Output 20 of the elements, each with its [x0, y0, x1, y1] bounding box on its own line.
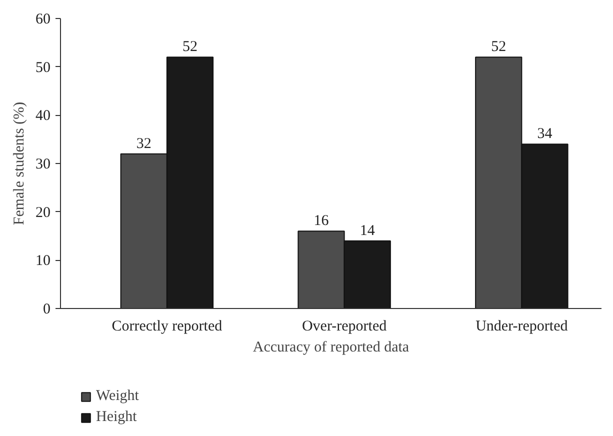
y-tick-label: 60	[36, 12, 50, 28]
y-tick-label: 20	[36, 204, 50, 221]
x-tick-label: Over-reported	[302, 318, 388, 334]
y-tick-label: 30	[36, 156, 50, 172]
x-tick-label: Correctly reported	[112, 318, 223, 334]
data-label: 14	[360, 222, 376, 239]
data-label: 32	[136, 136, 152, 152]
y-tick-label: 0	[43, 302, 50, 318]
y-axis-title: Female students (%)	[12, 102, 28, 226]
data-label: 52	[182, 39, 198, 56]
data-label: 16	[314, 213, 330, 230]
x-axis-title: Accuracy of reported data	[252, 340, 410, 356]
y-tick-label: 10	[36, 253, 50, 270]
y-tick-label: 40	[36, 108, 50, 124]
data-label: 34	[537, 126, 553, 142]
data-label: 52	[491, 39, 506, 56]
legend-label: Weight	[96, 388, 139, 405]
legend-label: Height	[96, 409, 137, 426]
x-tick-label: Under-reported	[476, 318, 568, 334]
y-tick-label: 50	[36, 60, 50, 76]
